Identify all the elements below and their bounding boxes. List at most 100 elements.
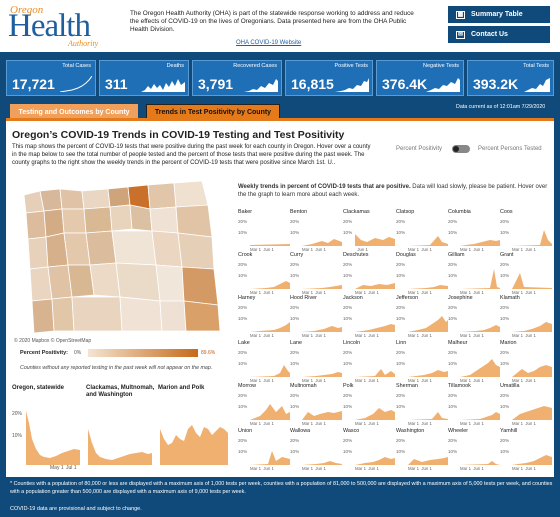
county-trend-area: [408, 285, 448, 289]
county-name: Coos: [500, 209, 513, 215]
kpi-total-cases[interactable]: Total Cases 17,721: [6, 60, 96, 96]
logo-authority: Authority: [68, 39, 99, 48]
county-trend-area: [355, 369, 395, 377]
county-chart-josephine[interactable]: Josephine 20% 10% Mar 1 Jun 1: [448, 295, 500, 338]
county-trend-area: [408, 316, 448, 332]
map-county: [177, 232, 215, 270]
county-name: Crook: [238, 252, 253, 258]
county-chart-morrow[interactable]: Morrow 20% 10% Mar 1 Jun 1: [238, 383, 290, 426]
x-tick: Jun 1: [525, 378, 536, 383]
oha-logo[interactable]: Oregon Health Authority: [8, 4, 108, 48]
county-chart-sherman[interactable]: Sherman 20% 10% Mar 1 Jun 1: [396, 383, 448, 426]
county-chart-union[interactable]: Union 20% 10% Mar 1 Jun 1: [238, 428, 290, 471]
county-chart-columbia[interactable]: Columbia 20% 10% Mar 1 Jun 1: [448, 209, 500, 252]
y-tick: 20%: [448, 305, 458, 310]
x-tick: Jun 1: [473, 378, 484, 383]
x-tick: Jun 1: [368, 421, 379, 426]
map-county: [63, 232, 91, 266]
oha-website-link[interactable]: OHA COVID-19 Website: [236, 40, 302, 46]
x-tick: Jun 1: [315, 247, 326, 252]
tab-testing-outcomes[interactable]: Testing and Outcomes by County: [10, 104, 138, 120]
toggle-left-label: Percent Positivity: [396, 146, 443, 152]
x-tick: Mar 1: [302, 247, 313, 252]
kpi-positive-tests[interactable]: Positive Tests 16,815: [285, 60, 373, 96]
kpi-total-tests[interactable]: Total Tests 393.2K: [467, 60, 554, 96]
county-chart-wallowa[interactable]: Wallowa 20% 10% Mar 1 Jun 1: [290, 428, 342, 471]
county-chart-benton[interactable]: Benton 20% 10% Mar 1 Jun 1: [290, 209, 342, 252]
y-tick: 20%: [500, 219, 510, 224]
county-name: Tillamook: [448, 383, 471, 389]
x-tick: Mar 1: [512, 333, 523, 338]
county-chart-multnomah[interactable]: Multnomah 20% 10% Mar 1 Jun 1: [290, 383, 342, 426]
county-chart-clatsop[interactable]: Clatsop 20% 10% Mar 1 Jun 1: [396, 209, 448, 252]
chart-clackamas-multnomah-washington[interactable]: Clackamas, Multnomah, and Washington Jul…: [66, 385, 156, 475]
county-chart-polk[interactable]: Polk 20% 10% Mar 1 Jun 1: [343, 383, 395, 426]
county-chart-grant[interactable]: Grant 20% 10% Mar 1 Jun 1: [500, 252, 552, 295]
x-ticks: Mar 1 Jun 1: [460, 421, 484, 426]
x-tick: Mar 1: [408, 466, 419, 471]
county-chart-clackamas[interactable]: Clackamas 20% 10% Jun 1: [343, 209, 395, 252]
county-chart-lincoln[interactable]: Lincoln 20% 10% Mar 1 Jun 1: [343, 340, 395, 383]
county-chart-wasco[interactable]: Wasco 20% 10% Mar 1 Jun 1: [343, 428, 395, 471]
x-tick: Jun 1: [473, 333, 484, 338]
x-tick: Jun 1: [473, 421, 484, 426]
kpi-deaths[interactable]: Deaths 311: [99, 60, 189, 96]
county-chart-douglas[interactable]: Douglas 20% 10% Mar 1 Jun 1: [396, 252, 448, 295]
county-chart-crook[interactable]: Crook 20% 10% Mar 1 Jun 1: [238, 252, 290, 295]
county-chart-wheeler[interactable]: Wheeler 20% 10% Mar 1 Jun 1: [448, 428, 500, 471]
county-chart-lake[interactable]: Lake 20% 10% Mar 1 Jun 1: [238, 340, 290, 383]
county-chart-umatilla[interactable]: Umatilla 20% 10% Mar 1 Jun 1: [500, 383, 552, 426]
county-chart-harney[interactable]: Harney 20% 10% Mar 1 Jun 1: [238, 295, 290, 338]
county-name: Hood River: [290, 295, 317, 301]
county-chart-jackson[interactable]: Jackson 20% 10% Mar 1 Jun 1: [343, 295, 395, 338]
county-chart-coos[interactable]: Coos 20% 10% Mar 1 Jun 1: [500, 209, 552, 252]
map-county: [67, 264, 95, 298]
y-tick: 20%: [238, 305, 248, 310]
county-chart-linn[interactable]: Linn 20% 10% Mar 1 Jun 1: [396, 340, 448, 383]
map-county: [175, 204, 213, 238]
county-chart-baker[interactable]: Baker 20% 10% Mar 1 Jun 1: [238, 209, 290, 252]
county-chart-lane[interactable]: Lane 20% 10% Mar 1 Jun 1: [290, 340, 342, 383]
map-county: [159, 300, 187, 332]
chart-oregon-statewide[interactable]: Oregon, statewide 20% 10% May 1: [12, 385, 82, 475]
x-tick: Jun 1: [315, 290, 326, 295]
y-tick: 10%: [290, 230, 300, 235]
oregon-map[interactable]: [16, 181, 221, 336]
county-chart-marion[interactable]: Marion 20% 10% Mar 1 Jun 1: [500, 340, 552, 383]
county-chart-washington[interactable]: Washington 20% 10% Mar 1 Jun 1: [396, 428, 448, 471]
kpi-recovered-cases[interactable]: Recovered Cases 3,791: [192, 60, 282, 96]
county-name: Wheeler: [448, 428, 469, 434]
county-chart-yamhill[interactable]: Yamhill 20% 10% Mar 1 Jun 1: [500, 428, 552, 471]
contact-us-button[interactable]: ✉ Contact Us: [448, 26, 550, 43]
county-chart-deschutes[interactable]: Deschutes 20% 10% Mar 1 Jun 1: [343, 252, 395, 295]
county-chart-malheur[interactable]: Malheur 20% 10% Mar 1 Jun 1: [448, 340, 500, 383]
county-chart-jefferson[interactable]: Jefferson 20% 10% Mar 1 Jun 1: [396, 295, 448, 338]
county-chart-tillamook[interactable]: Tillamook 20% 10% Mar 1 Jun 1: [448, 383, 500, 426]
x-tick: Mar 1: [408, 247, 419, 252]
county-name: Wallowa: [290, 428, 311, 434]
county-name: Klamath: [500, 295, 520, 301]
y-tick: 20%: [396, 262, 406, 267]
x-tick: Jun 1: [525, 421, 536, 426]
x-tick: Mar 1: [408, 333, 419, 338]
y-tick: 20%: [500, 350, 510, 355]
county-trend-area: [302, 239, 342, 246]
x-tick: Jun 1: [263, 466, 274, 471]
chart-marion-polk[interactable]: Marion and Polk: [158, 385, 230, 475]
header-divider: [0, 52, 560, 58]
contact-us-label: Contact Us: [471, 31, 508, 38]
toggle-switch[interactable]: [452, 145, 471, 153]
county-chart-klamath[interactable]: Klamath 20% 10% Mar 1 Jun 1: [500, 295, 552, 338]
kpi-negative-tests[interactable]: Negative Tests 376.4K: [376, 60, 464, 96]
x-tick: Mar 1: [355, 290, 366, 295]
y-tick: 10%: [448, 404, 458, 409]
county-chart-hood-river[interactable]: Hood River 20% 10% Mar 1 Jun 1: [290, 295, 342, 338]
county-trend-area: [512, 230, 552, 246]
county-chart-curry[interactable]: Curry 20% 10% Mar 1 Jun 1: [290, 252, 342, 295]
x-tick: Jun 1: [263, 421, 274, 426]
county-name: Josephine: [448, 295, 473, 301]
county-chart-gilliam[interactable]: Gilliam 20% 10% Mar 1 Jun 1: [448, 252, 500, 295]
summary-table-button[interactable]: ▦ Summary Table: [448, 6, 550, 23]
header: Oregon Health Authority The Oregon Healt…: [0, 0, 560, 52]
county-trend-area: [460, 412, 500, 420]
